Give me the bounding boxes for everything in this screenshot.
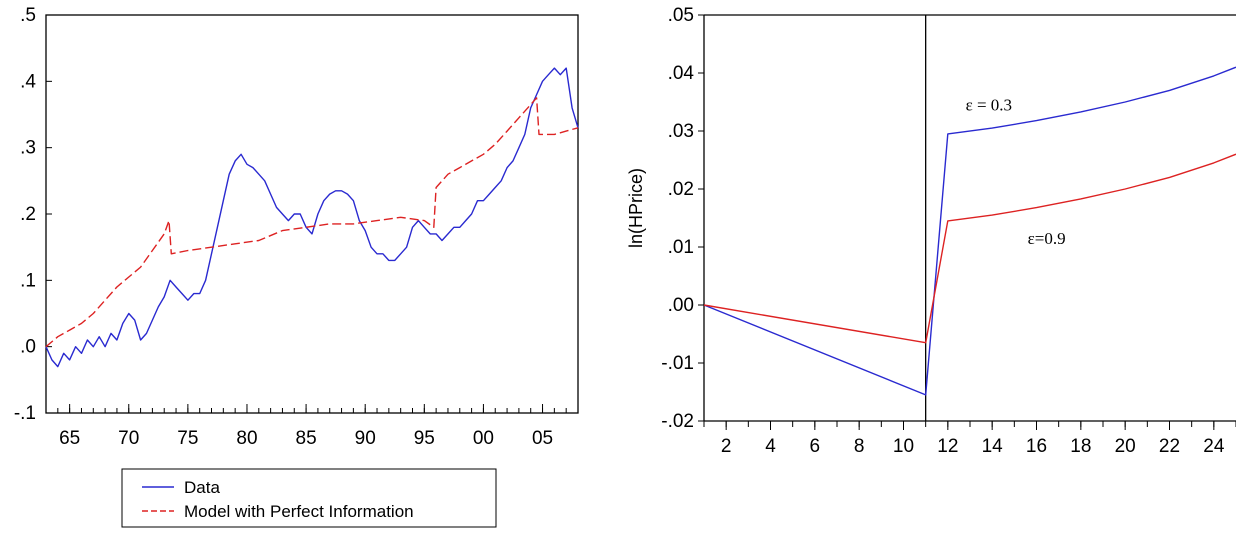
- series-1-line: [703, 66, 1236, 396]
- x-tick-label: 65: [59, 428, 80, 449]
- y-tick-label: .5: [20, 5, 36, 26]
- model-with-perfect-information-line: [45, 97, 579, 348]
- x-tick-label: 8: [854, 436, 865, 457]
- y-tick-label: .04: [668, 63, 695, 84]
- x-tick-label: 12: [937, 436, 958, 457]
- x-tick-label: 70: [118, 428, 139, 449]
- x-tick-label: 10: [893, 436, 914, 457]
- y-tick-label: -.01: [661, 353, 694, 374]
- y-tick-label: .01: [668, 237, 694, 258]
- left-chart: -.1 .0 .1 .2 .3 .4 .5 65 70 75 80 85 90 95 00 05: [14, 5, 579, 449]
- plot-frame: [45, 14, 579, 414]
- y-axis-label: ln(HPrice): [626, 168, 646, 248]
- epsilon-annotation: ε=0.9: [1028, 229, 1066, 248]
- x-tick-label: 24: [1203, 436, 1225, 457]
- y-tick-label: -.1: [14, 403, 36, 424]
- legend-box: Data Model with Perfect Information: [121, 468, 497, 528]
- y-tick-label: .2: [20, 204, 36, 225]
- legend-label: Model with Perfect Information: [184, 502, 414, 521]
- legend-label: Data: [184, 478, 220, 497]
- x-tick-label: 90: [355, 428, 376, 449]
- y-tick-label: .03: [668, 121, 694, 142]
- y-tick-label: .05: [668, 5, 694, 26]
- x-tick-label: 18: [1070, 436, 1091, 457]
- data-line: [45, 67, 579, 368]
- x-tick-label: 00: [473, 428, 494, 449]
- x-tick-label: 95: [414, 428, 435, 449]
- x-tick-label: 75: [177, 428, 198, 449]
- x-tick-label: 85: [296, 428, 317, 449]
- legend-frame: [121, 468, 497, 528]
- y-tick-label: .02: [668, 179, 694, 200]
- y-tick-label: .0: [20, 337, 36, 358]
- x-tick-label: 80: [236, 428, 257, 449]
- x-tick-label: 14: [982, 436, 1004, 457]
- x-tick-label: 16: [1026, 436, 1047, 457]
- epsilon-annotation: ε = 0.3: [966, 96, 1012, 115]
- x-tick-label: 2: [721, 436, 732, 457]
- y-tick-label: .3: [20, 138, 36, 159]
- series-2-line: [703, 153, 1236, 344]
- right-chart: -.02-.01.00.01.02.03.04.052 4 6 8 10 12 14 16 18…: [626, 5, 1236, 457]
- y-tick-label: -.02: [661, 411, 694, 432]
- x-tick-label: 22: [1159, 436, 1180, 457]
- x-tick-label: 20: [1115, 436, 1136, 457]
- y-tick-label: .4: [20, 71, 36, 92]
- x-tick-label: 05: [532, 428, 553, 449]
- y-tick-label: .00: [668, 295, 694, 316]
- x-tick-label: 4: [765, 436, 776, 457]
- x-tick-label: 6: [810, 436, 821, 457]
- y-tick-label: .1: [20, 270, 36, 291]
